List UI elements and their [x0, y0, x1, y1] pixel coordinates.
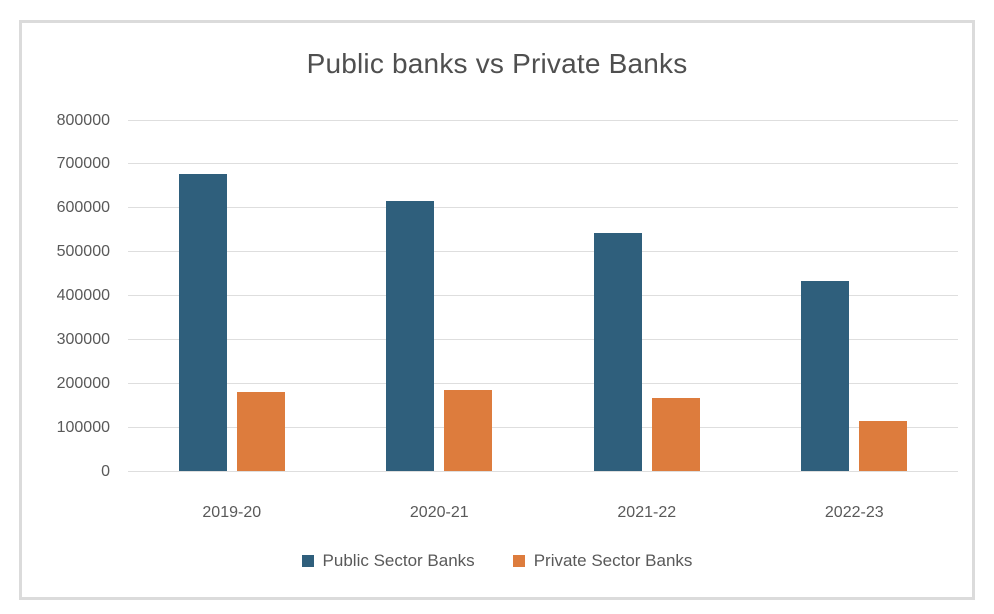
y-tick-label: 700000 [56, 155, 110, 173]
x-tick-label: 2021-22 [617, 504, 677, 521]
legend-item-public[interactable]: Public Sector Banks [301, 551, 475, 571]
plot-area [128, 119, 958, 472]
bar-private-2019-20[interactable] [236, 392, 285, 471]
y-tick-label: 100000 [56, 418, 110, 436]
chart-title[interactable]: Public banks vs Private Banks [306, 48, 688, 79]
bar-public-2021-22[interactable] [593, 233, 642, 471]
y-tick-label: 800000 [56, 111, 110, 129]
legend-swatch-private [512, 555, 525, 567]
x-tick-label: 2022-23 [824, 504, 884, 521]
legend-swatch-public [301, 555, 314, 567]
y-tick-label: 600000 [56, 199, 110, 217]
legend-item-private[interactable]: Private Sector Banks [512, 551, 693, 571]
gridline [128, 119, 958, 121]
gridline [128, 207, 958, 209]
bar-public-2020-21[interactable] [386, 201, 435, 471]
y-tick-label: 500000 [56, 243, 110, 261]
gridline [128, 470, 958, 472]
x-tick-label: 2020-21 [409, 504, 469, 521]
gridline [128, 338, 958, 340]
chart-frame[interactable]: Public banks vs Private Banks 0 100000 200… [19, 20, 975, 600]
gridline [128, 426, 958, 428]
bar-private-2020-21[interactable] [444, 390, 493, 471]
bar-private-2022-23[interactable] [859, 420, 908, 471]
y-tick-label: 200000 [56, 374, 110, 392]
legend-label-public: Public Sector Banks [322, 551, 475, 570]
x-tick-label: 2019-20 [202, 504, 262, 521]
bar-private-2021-22[interactable] [651, 398, 700, 471]
gridline [128, 295, 958, 296]
legend: Public Sector Banks Private Sector Banks [22, 551, 972, 571]
y-tick-label: 0 [101, 462, 110, 480]
gridline [128, 163, 958, 165]
y-tick-label: 300000 [56, 330, 110, 348]
bar-public-2022-23[interactable] [801, 280, 850, 471]
bar-public-2019-20[interactable] [178, 173, 227, 471]
gridline [128, 251, 958, 253]
y-axis[interactable]: 0 100000 200000 300000 400000 500000 600000 700… [22, 23, 110, 597]
legend-label-private: Private Sector Banks [533, 551, 693, 570]
x-axis[interactable]: 2019-20 2020-21 2021-22 2022-23 [128, 504, 958, 526]
gridline [128, 382, 958, 384]
y-tick-label: 400000 [56, 287, 110, 304]
